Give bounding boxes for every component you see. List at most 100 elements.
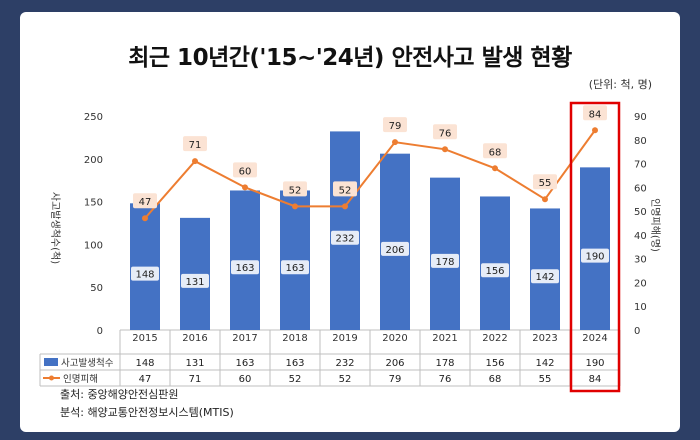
table-cell-bar: 178 <box>435 358 454 369</box>
bar-value-label: 148 <box>135 270 154 281</box>
table-cell-bar: 232 <box>335 358 354 369</box>
bar-series: 148 131 163 163 232 206 178 156 142 190 <box>130 131 610 330</box>
unit-note: (단위: 척, 명) <box>588 78 652 91</box>
line-point-2019 <box>342 203 348 210</box>
bar-label-bg <box>331 230 359 245</box>
x-tick-label: 2024 <box>582 333 607 344</box>
data-table: 2015 2016 2017 2018 2019 2020 2021 2022 2023 2024… <box>39 101 621 393</box>
table-cell-bar: 163 <box>235 358 254 369</box>
x-tick-label: 2021 <box>432 333 457 344</box>
y-tick-label: 200 <box>84 155 103 166</box>
y-axis-label: 사고발생척수(척) <box>49 192 61 264</box>
bar-value-label: 131 <box>185 277 204 288</box>
legend-key-marker <box>49 375 54 381</box>
line-value-label: 52 <box>339 185 352 196</box>
table-cell-bar: 156 <box>485 358 504 369</box>
y2-tick-label: 60 <box>634 183 647 194</box>
x-tick-label: 2017 <box>232 333 257 344</box>
bar-value-label: 178 <box>435 257 454 268</box>
bar-label-bg <box>581 248 609 263</box>
source-line: 출처: 중앙해양안전심판원 <box>60 388 179 401</box>
bar-value-label: 190 <box>585 252 604 263</box>
analysis-line: 분석: 해양교통안전정보시스템(MTIS) <box>60 406 234 419</box>
bar-value-label: 163 <box>285 263 304 274</box>
y2-tick-label: 90 <box>634 112 647 123</box>
bar-label-bg <box>131 266 159 281</box>
y-tick-label: 100 <box>84 240 103 251</box>
line-point-2016 <box>192 158 198 165</box>
table-cell-line: 76 <box>439 374 452 385</box>
bar-label-bg <box>481 263 509 278</box>
table-cell-bar: 206 <box>385 358 404 369</box>
table-cell-line: 71 <box>189 374 202 385</box>
legend-key-bar <box>44 358 58 366</box>
line-value-label: 79 <box>389 121 402 132</box>
line-value-label: 68 <box>489 147 502 158</box>
legend-label-bar: 사고발생척수 <box>61 358 114 369</box>
line-label-bg <box>533 174 557 190</box>
line-value-label: 52 <box>289 185 302 196</box>
y2-tick-label: 10 <box>634 302 647 313</box>
bar-value-label: 142 <box>535 272 554 283</box>
table-cell-bar: 163 <box>285 358 304 369</box>
x-tick-label: 2023 <box>532 333 557 344</box>
line-label-bg <box>483 143 507 159</box>
y2-tick-label: 20 <box>634 278 647 289</box>
bar-label-bg <box>531 269 559 284</box>
x-tick-label: 2019 <box>332 333 357 344</box>
line-point-2021 <box>442 146 448 153</box>
line-series: 47 71 60 52 52 79 76 68 55 84 <box>133 105 607 222</box>
y2-tick-label: 80 <box>634 136 647 147</box>
bar-value-label: 232 <box>335 234 354 245</box>
y2-tick-label: 0 <box>634 326 640 337</box>
legend-label-line: 인명피해 <box>63 373 98 385</box>
y2-tick-label: 50 <box>634 207 647 218</box>
line-value-label: 55 <box>539 178 552 189</box>
line-point-2024 <box>592 127 598 134</box>
y2-tick-label: 70 <box>634 160 647 171</box>
line-value-label: 84 <box>589 109 602 120</box>
table-cell-line: 68 <box>489 374 502 385</box>
line-value-label: 71 <box>189 140 202 151</box>
bar-label-bg <box>231 260 259 275</box>
line-point-2022 <box>492 165 498 172</box>
line-label-bg <box>183 136 207 152</box>
x-tick-label: 2020 <box>382 333 407 344</box>
line-value-label: 76 <box>439 128 452 139</box>
table-cell-bar: 190 <box>585 358 604 369</box>
y-tick-label: 150 <box>84 198 103 209</box>
line-point-2017 <box>242 184 248 191</box>
y-tick-label: 50 <box>90 283 103 294</box>
table-cell-line: 84 <box>589 374 602 385</box>
table-cell-line: 60 <box>239 374 252 385</box>
x-tick-label: 2018 <box>282 333 307 344</box>
line-value-label: 47 <box>139 197 152 208</box>
line-label-bg <box>433 124 457 140</box>
line-label-bg <box>283 181 307 197</box>
line-point-2015 <box>142 215 148 222</box>
line-point-2020 <box>392 139 398 146</box>
line-label-bg <box>383 117 407 133</box>
line-label-bg <box>333 181 357 197</box>
bar-label-bg <box>431 253 459 268</box>
x-tick-label: 2015 <box>132 333 157 344</box>
bar-label-bg <box>181 273 209 288</box>
bar-value-label: 206 <box>385 245 404 256</box>
table-cell-line: 52 <box>289 374 302 385</box>
table-cell-bar: 131 <box>185 358 204 369</box>
line-point-2018 <box>292 203 298 210</box>
y-tick-label: 0 <box>97 326 103 337</box>
table-cell-bar: 142 <box>535 358 554 369</box>
y2-tick-label: 30 <box>634 255 647 266</box>
chart-title: 최근 10년간('15~'24년) 안전사고 발생 현황 <box>128 45 572 71</box>
line-path <box>144 129 596 219</box>
line-label-bg <box>583 105 607 121</box>
y2-axis-label: 인명피해(명) <box>649 198 662 252</box>
x-tick-label: 2016 <box>182 333 207 344</box>
bar-value-label: 156 <box>485 266 504 277</box>
table-cell-line: 52 <box>339 374 352 385</box>
bar-label-bg <box>281 260 309 275</box>
line-label-bg <box>133 193 157 209</box>
line-point-2023 <box>542 196 548 203</box>
